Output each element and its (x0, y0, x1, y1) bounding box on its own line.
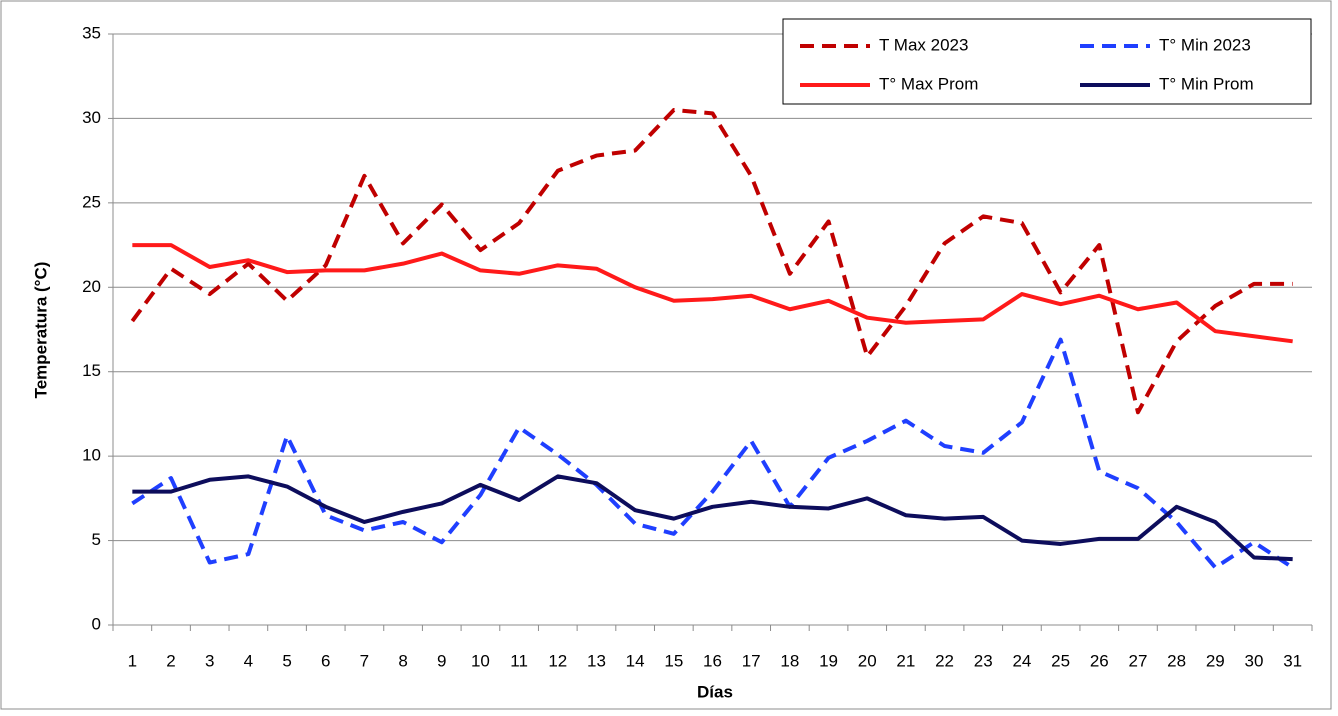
x-tick-label: 14 (626, 651, 645, 670)
y-tick-label: 30 (82, 108, 101, 127)
x-tick-label: 30 (1245, 651, 1264, 670)
x-tick-label: 8 (398, 651, 407, 670)
x-tick-label: 23 (974, 651, 993, 670)
series-line (131, 337, 1294, 570)
x-tick-label: 13 (587, 651, 606, 670)
x-tick-label: 6 (321, 651, 330, 670)
x-tick-label: 15 (664, 651, 683, 670)
x-tick-label: 27 (1128, 651, 1147, 670)
legend-label: T° Max Prom (879, 74, 978, 93)
x-tick-label: 11 (510, 651, 528, 670)
x-tick-label: 19 (819, 651, 838, 670)
x-tick-label: 2 (166, 651, 175, 670)
x-tick-label: 12 (548, 651, 567, 670)
x-tick-label: 3 (205, 651, 214, 670)
y-tick-label: 15 (82, 361, 101, 380)
x-tick-label: 5 (282, 651, 291, 670)
x-tick-label: 29 (1206, 651, 1225, 670)
x-tick-label: 26 (1090, 651, 1109, 670)
series-line (130, 107, 1293, 415)
legend-label: T° Min Prom (1159, 74, 1254, 93)
x-tick-label: 1 (128, 651, 137, 670)
y-tick-label: 20 (82, 277, 101, 296)
x-tick-label: 31 (1283, 651, 1302, 670)
y-tick-label: 0 (92, 614, 101, 633)
x-tick-label: 7 (360, 651, 369, 670)
x-tick-label: 25 (1051, 651, 1070, 670)
x-tick-label: 24 (1012, 651, 1031, 670)
x-tick-label: 20 (858, 651, 877, 670)
y-axis-label: Temperatura (°C) (31, 262, 50, 399)
x-tick-label: 16 (703, 651, 722, 670)
legend-label: T° Min 2023 (1159, 35, 1251, 54)
legend-box (782, 18, 1312, 105)
x-tick-label: 22 (935, 651, 954, 670)
x-tick-label: 18 (780, 651, 799, 670)
x-tick-label: 28 (1167, 651, 1186, 670)
x-tick-label: 9 (437, 651, 446, 670)
y-tick-label: 10 (82, 446, 101, 465)
y-tick-label: 5 (92, 530, 101, 549)
x-tick-label: 17 (742, 651, 761, 670)
y-tick-label: 35 (82, 23, 101, 42)
y-tick-label: 25 (82, 192, 101, 211)
x-axis-label: Días (697, 682, 733, 701)
series-line (132, 474, 1293, 562)
x-tick-label: 21 (896, 651, 915, 670)
legend-label: T Max 2023 (879, 35, 968, 54)
x-tick-label: 4 (244, 651, 253, 670)
series-line (132, 243, 1293, 344)
x-tick-label: 10 (471, 651, 490, 670)
